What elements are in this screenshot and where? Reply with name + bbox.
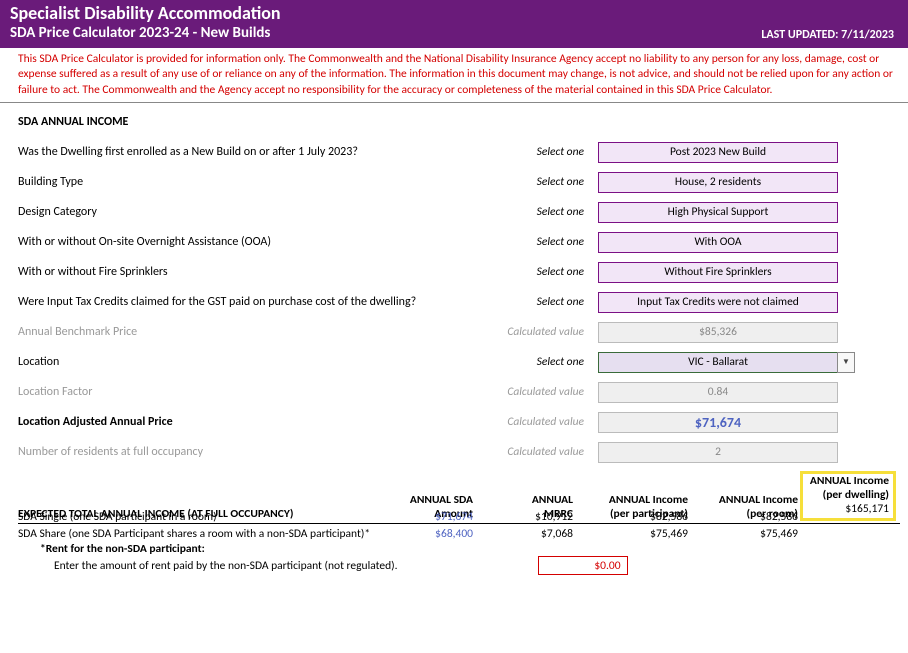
select-design-category[interactable]: High Physical Support (598, 202, 838, 223)
label-gst: Were Input Tax Credits claimed for the G… (18, 295, 448, 309)
label-location-factor: Location Factor (18, 385, 448, 399)
th-sda-l1: ANNUAL SDA (383, 493, 473, 507)
label-benchmark-price: Annual Benchmark Price (18, 325, 448, 339)
td-r1-desc: SDA Single (one SDA participant in a roo… (18, 510, 383, 524)
td-r1-mrrc: $10,912 (473, 510, 573, 524)
label-design-category: Design Category (18, 205, 448, 219)
hint-select: Select one (448, 145, 598, 159)
hint-calculated: Calculated value (448, 385, 598, 399)
hint-select: Select one (448, 295, 598, 309)
header-banner: Specialist Disability Accommodation SDA … (0, 0, 908, 48)
label-location: Location (18, 355, 448, 369)
value-adjusted-price: $71,674 (598, 412, 838, 433)
last-updated: LAST UPDATED: 7/11/2023 (761, 28, 894, 42)
td-r2-desc: SDA Share (one SDA Participant shares a … (18, 527, 383, 541)
dropdown-arrow-icon[interactable]: ▼ (837, 352, 855, 373)
value-residents: 2 (598, 442, 838, 463)
disclaimer-text: This SDA Price Calculator is provided fo… (0, 48, 908, 104)
td-r1-pp: $82,586 (573, 510, 688, 524)
label-building-type: Building Type (18, 175, 448, 189)
label-residents: Number of residents at full occupancy (18, 445, 448, 459)
hint-select: Select one (448, 355, 598, 369)
th-mrrc-l1: ANNUAL (473, 493, 573, 507)
select-enrollment[interactable]: Post 2023 New Build (598, 142, 838, 163)
rent-note: *Rent for the non-SDA participant: (18, 542, 900, 556)
th-pp-l1: ANNUAL Income (573, 493, 688, 507)
rent-input[interactable]: $0.00 (538, 556, 628, 575)
hint-calculated: Calculated value (448, 445, 598, 459)
section-heading-income: SDA ANNUAL INCOME (18, 115, 890, 137)
td-r1-pd: $165,171 (807, 502, 889, 516)
hint-calculated: Calculated value (448, 415, 598, 429)
hint-select: Select one (448, 205, 598, 219)
td-r2-sda: $68,400 (383, 527, 473, 541)
select-ooa[interactable]: With OOA (598, 232, 838, 253)
value-location-factor: 0.84 (598, 382, 838, 403)
td-r2-pr: $75,469 (688, 527, 798, 541)
td-r2-mrrc: $7,068 (473, 527, 573, 541)
select-building-type[interactable]: House, 2 residents (598, 172, 838, 193)
hint-select: Select one (448, 235, 598, 249)
th-pr-l1: ANNUAL Income (688, 493, 798, 507)
td-r1-sda: $71,674 (383, 510, 473, 524)
hint-select: Select one (448, 175, 598, 189)
income-table: EXPECTED TOTAL ANNUAL INCOME (AT FULL OC… (0, 467, 908, 575)
value-benchmark-price: $85,326 (598, 322, 838, 343)
td-r1-pr: $82,586 (688, 510, 798, 524)
hint-select: Select one (448, 265, 598, 279)
select-fire-sprinklers[interactable]: Without Fire Sprinklers (598, 262, 838, 283)
hint-calculated: Calculated value (448, 325, 598, 339)
th-pd-l1: ANNUAL Income (807, 474, 889, 488)
select-location[interactable]: VIC - Ballarat (598, 352, 838, 373)
th-pd-l2: (per dwelling) (807, 488, 889, 502)
select-gst[interactable]: Input Tax Credits were not claimed (598, 292, 838, 313)
rent-note-sub: Enter the amount of rent paid by the non… (54, 559, 398, 573)
label-enrollment: Was the Dwelling first enrolled as a New… (18, 145, 448, 159)
label-ooa: With or without On-site Overnight Assist… (18, 235, 448, 249)
label-fire-sprinklers: With or without Fire Sprinklers (18, 265, 448, 279)
label-adjusted-price: Location Adjusted Annual Price (18, 415, 448, 429)
page-title: Specialist Disability Accommodation (10, 4, 898, 24)
td-r2-pp: $75,469 (573, 527, 688, 541)
